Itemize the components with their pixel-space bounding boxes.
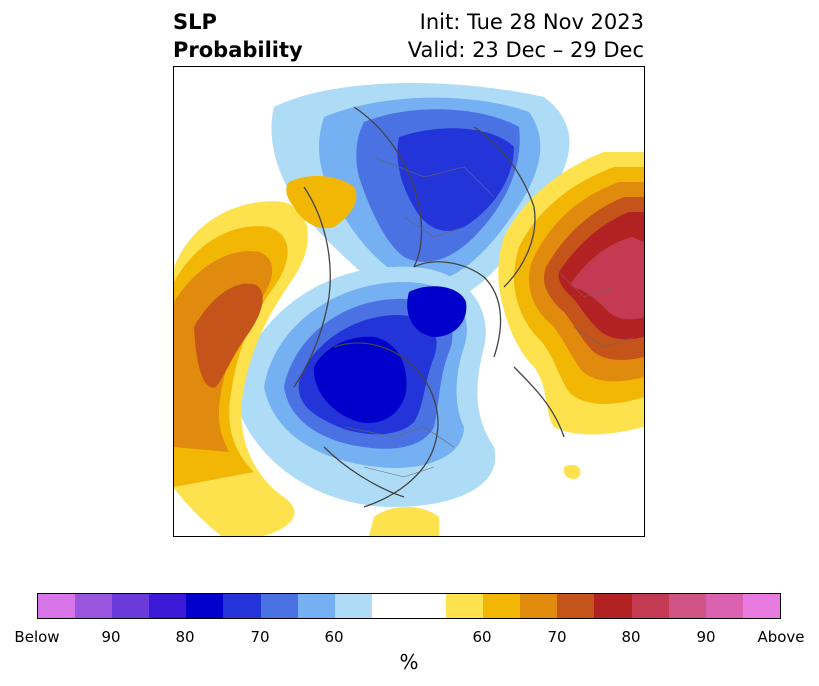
colorbar-tick-label: 90 [101,628,121,646]
title-slp: SLP [173,10,217,34]
colorbar-swatch [334,594,372,618]
colorbar-tick-label: 60 [472,628,492,646]
colorbar-swatch [149,594,187,618]
above-region-eurasia-100 [571,237,644,320]
valid-range: Valid: 23 Dec – 29 Dec [407,38,644,62]
below-region-arctic-90 [407,286,467,337]
colorbar-swatch [112,594,150,618]
colorbar-tick-label: 60 [324,628,344,646]
below-region-north-80 [397,128,514,231]
below-region-central-90 [313,336,407,423]
above-region-pacific-80 [194,283,263,388]
colorbar-tick-label: 70 [547,628,567,646]
colorbar-swatch [260,594,298,618]
title-left: SLP Probability [173,8,303,64]
colorbar-unit-label: % [399,650,419,674]
colorbar-swatch [742,594,780,618]
colorbar-tick-label: 70 [250,628,270,646]
colorbar-tick-label: 80 [175,628,195,646]
colorbar-tick-label: Below [14,628,60,646]
colorbar-swatch [594,594,632,618]
colorbar-swatch [631,594,669,618]
colorbar-tick-label: 80 [621,628,641,646]
colorbar-swatch [557,594,595,618]
colorbar-swatch [371,594,409,618]
colorbar-swatch [186,594,224,618]
above-region-caribbean [369,506,439,536]
colorbar-tick-label: Above [757,628,805,646]
title-right: Init: Tue 28 Nov 2023 Valid: 23 Dec – 29… [408,8,644,64]
colorbar [37,593,781,619]
init-date: Init: Tue 28 Nov 2023 [419,10,644,34]
colorbar-swatch [705,594,743,618]
colorbar-swatch [38,594,76,618]
colorbar-swatch [223,594,261,618]
coastlines [293,106,565,508]
colorbar-tick-label: 90 [696,628,716,646]
colorbar-swatch [408,594,447,618]
colorbar-swatch [520,594,558,618]
above-region-atlantic [563,465,581,479]
colorbar-swatch [75,594,113,618]
map-frame [173,66,645,537]
colorbar-swatch [446,594,484,618]
above-region-alaska [286,175,357,229]
colorbar-swatch [297,594,335,618]
probability-map [174,67,644,536]
borders [343,156,635,478]
colorbar-swatch [483,594,521,618]
title-probability: Probability [173,38,303,62]
colorbar-swatch [668,594,706,618]
